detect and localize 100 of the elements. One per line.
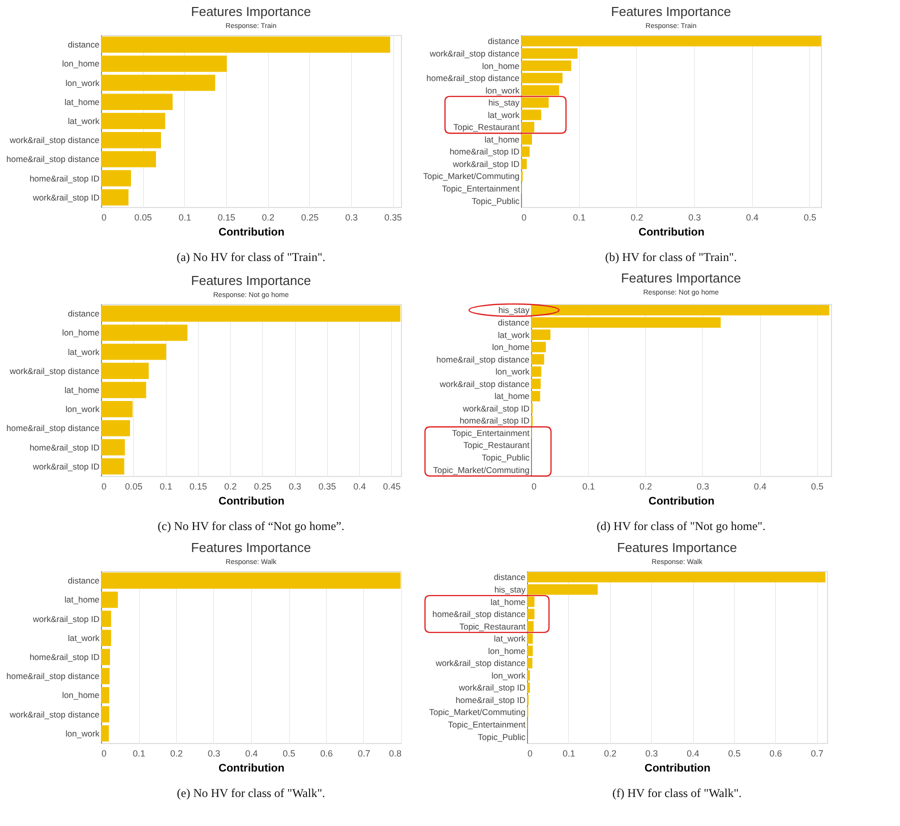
y-tick-label: lat_work <box>494 634 526 644</box>
y-tick-label: lon_home <box>488 646 526 656</box>
bar <box>101 420 130 436</box>
y-tick-label: work&rail_stop ID <box>462 403 530 414</box>
x-tick-label: 0.5 <box>282 748 296 758</box>
y-tick-label: work&rail_stop distance <box>8 366 100 376</box>
x-axis-title: Contribution <box>218 496 285 508</box>
chart-title: Features Importance <box>191 273 311 288</box>
y-tick-label: lat_work <box>68 632 100 643</box>
bar <box>101 439 125 456</box>
x-tick-label: 0.3 <box>288 482 302 492</box>
x-tick-label: 0.4 <box>353 482 366 492</box>
y-tick-label: home&rail_stop distance <box>6 671 100 682</box>
y-tick-label: lon_work <box>485 85 520 96</box>
text: (e) No HV for class of "Walk". <box>176 786 326 800</box>
chart-title: Features Importance <box>621 270 741 286</box>
y-tick-label: work&rail_stop ID <box>32 461 100 472</box>
y-tick-label: his_stay <box>498 305 530 316</box>
x-tick-label: 0.05 <box>124 482 143 492</box>
y-tick-label: lon_home <box>482 60 520 71</box>
x-tick-label: 0.5 <box>804 212 816 222</box>
y-tick-label: lon_home <box>62 328 100 338</box>
y-tick-label: lon_home <box>492 342 530 352</box>
x-tick-label: 0.2 <box>170 748 183 758</box>
x-tick-label: 0.6 <box>320 748 333 758</box>
y-tick-label: lon_work <box>495 366 530 377</box>
y-tick-label: lat_work <box>498 330 530 340</box>
y-tick-label: Topic_Restaurant <box>463 440 530 450</box>
bar <box>531 354 544 365</box>
y-tick-label: distance <box>68 308 100 319</box>
x-axis-title: Contribution <box>218 762 285 774</box>
y-tick-label: Topic_Public <box>478 732 526 742</box>
y-tick-label: lat_home <box>64 594 100 605</box>
y-tick-label: lon_work <box>65 404 100 414</box>
bar <box>101 630 112 646</box>
y-tick-label: Topic_Restaurant <box>459 621 526 632</box>
x-tick-label: 0 <box>102 482 107 492</box>
y-tick-label: lat_home <box>64 96 100 107</box>
y-tick-label: his_stay <box>488 98 520 108</box>
x-tick-label: 0.35 <box>318 482 336 492</box>
x-tick-label: 0.8 <box>388 748 402 758</box>
bar <box>521 85 560 96</box>
x-axis-title: Contribution <box>644 762 711 774</box>
x-tick-label: 0 <box>102 748 107 758</box>
y-tick-label: home&rail_stop distance <box>432 609 526 620</box>
x-axis-title: Contribution <box>218 226 285 238</box>
bar <box>101 344 166 360</box>
x-tick-label: 0.25 <box>301 212 319 222</box>
x-tick-label: 0 <box>102 212 107 222</box>
x-tick-label: 0.15 <box>218 212 236 222</box>
y-tick-label: lat_work <box>68 346 100 357</box>
x-tick-label: 0.3 <box>345 212 358 222</box>
y-tick-label: work&rail_stop distance <box>428 48 520 58</box>
x-tick-label: 0.4 <box>746 212 759 222</box>
x-tick-label: 0 <box>532 482 537 492</box>
x-tick-label: 0.1 <box>572 212 586 222</box>
y-tick-label: distance <box>488 36 520 46</box>
chart-title: Features Importance <box>611 4 731 19</box>
bar <box>101 56 227 72</box>
x-tick-label: 0.5 <box>810 482 824 492</box>
x-tick-label: 0.3 <box>645 748 658 758</box>
bar <box>101 362 149 380</box>
bar <box>527 682 530 693</box>
bar <box>101 382 146 398</box>
y-tick-label: work&rail_stop distance <box>8 135 100 146</box>
y-tick-label: home&rail_stop ID <box>460 416 530 426</box>
y-tick-label: distance <box>498 317 530 328</box>
bar <box>101 668 110 684</box>
chart-title: Features Importance <box>191 540 311 555</box>
y-tick-label: Topic_Entertainment <box>452 428 530 438</box>
y-tick-label: distance <box>68 576 100 586</box>
text: (a) No HV for class of "Train". <box>176 250 326 264</box>
x-tick-label: 0.1 <box>562 748 576 758</box>
x-tick-label: 0 <box>522 212 527 222</box>
x-tick-label: 0.4 <box>686 748 700 758</box>
x-tick-label: 0 <box>528 748 533 758</box>
x-tick-label: 0.5 <box>728 748 741 758</box>
y-tick-label: Topic_Entertainment <box>448 720 526 730</box>
bar <box>101 572 401 589</box>
bar <box>527 621 534 632</box>
bar <box>101 706 110 722</box>
bar <box>527 584 598 595</box>
y-tick-label: home&rail_stop ID <box>30 652 100 662</box>
y-tick-label: Topic_Entertainment <box>442 184 520 194</box>
bar <box>521 72 563 84</box>
bar <box>101 170 131 186</box>
y-tick-label: Topic_Market/Commuting <box>433 464 530 475</box>
x-tick-label: 0.35 <box>384 212 402 222</box>
y-tick-label: home&rail_stop ID <box>30 442 100 452</box>
y-tick-label: Topic_Restaurant <box>453 122 520 132</box>
bar <box>101 725 109 742</box>
bar <box>101 458 124 474</box>
x-tick-label: 0.4 <box>754 482 766 492</box>
y-tick-label: Topic_Public <box>472 196 520 206</box>
y-tick-label: Topic_Market/Commuting <box>429 707 526 718</box>
y-tick-label: work&rail_stop ID <box>32 192 100 202</box>
bar <box>521 146 530 157</box>
y-tick-label: work&rail_stop ID <box>458 682 526 693</box>
bar <box>101 151 156 168</box>
bar <box>527 572 826 582</box>
